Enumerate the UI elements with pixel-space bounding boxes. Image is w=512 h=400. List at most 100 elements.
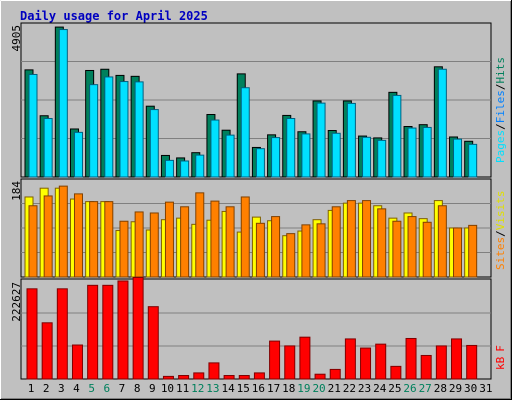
- files-bar-day-5: [89, 84, 99, 178]
- svg-text:kBF: kB F: [494, 345, 507, 370]
- files-bar-day-2: [43, 118, 53, 178]
- day-label-10: 10: [161, 382, 174, 395]
- sites-bar-day-28: [437, 205, 447, 278]
- sites-bar-day-23: [362, 200, 372, 278]
- files-bar-day-6: [104, 76, 114, 178]
- kb-f-bar-day-30: [466, 344, 478, 380]
- day-label-29: 29: [449, 382, 462, 395]
- chart-title: Daily usage for April 2025: [20, 9, 208, 23]
- kb-f-bar-day-21: [329, 368, 341, 380]
- sites-bar-day-3: [58, 185, 68, 278]
- legend-sites: Sites: [494, 237, 507, 270]
- day-label-15: 15: [237, 382, 250, 395]
- files-bar-day-15: [240, 87, 250, 178]
- kb-f-bar-day-4: [71, 344, 83, 380]
- day-label-30: 30: [464, 382, 477, 395]
- legend-f: F: [494, 345, 507, 352]
- files-bar-day-20: [316, 102, 326, 178]
- sites-bar-day-12: [195, 192, 205, 278]
- legend-hits: Hits: [494, 57, 507, 84]
- kb-f-bar-day-22: [344, 338, 356, 380]
- hits-legend: Pages/Files/Hits: [494, 57, 507, 163]
- sites-bar-day-16: [255, 222, 265, 278]
- kb-f-bar-day-9: [147, 306, 159, 380]
- day-label-28: 28: [434, 382, 447, 395]
- sites-bar-day-25: [392, 220, 402, 278]
- kb-f-bar-day-28: [435, 345, 447, 380]
- files-bar-day-16: [255, 148, 265, 178]
- visits-legend: Sites/Visits: [494, 191, 507, 271]
- day-label-23: 23: [358, 382, 371, 395]
- day-label-1: 1: [28, 382, 35, 395]
- files-bar-day-8: [134, 81, 144, 178]
- sites-bar-day-8: [134, 211, 144, 278]
- kb-f-bar-day-16: [253, 372, 265, 380]
- day-label-13: 13: [206, 382, 219, 395]
- kb-f-bar-day-11: [178, 375, 190, 380]
- sites-bar-day-2: [43, 195, 53, 278]
- files-bar-day-4: [73, 131, 83, 178]
- kb-f-bar-day-19: [299, 336, 311, 380]
- day-label-21: 21: [328, 382, 341, 395]
- day-label-27: 27: [419, 382, 432, 395]
- day-label-25: 25: [388, 382, 401, 395]
- kb-f-bar-day-10: [162, 375, 174, 380]
- day-label-17: 17: [267, 382, 280, 395]
- kb-f-bar-day-5: [87, 284, 99, 380]
- kb-f-bar-day-6: [102, 284, 114, 380]
- kb-f-bar-day-17: [269, 340, 281, 380]
- files-bar-day-21: [331, 132, 341, 178]
- files-bar-day-26: [407, 127, 417, 178]
- files-bar-day-13: [210, 119, 220, 178]
- kb-f-bar-day-3: [56, 288, 68, 380]
- bars: [24, 26, 478, 380]
- day-label-26: 26: [403, 382, 416, 395]
- sites-bar-day-13: [210, 200, 220, 278]
- files-bar-day-25: [392, 94, 402, 178]
- sites-bar-day-22: [346, 200, 356, 278]
- day-label-2: 2: [43, 382, 50, 395]
- kb-f-bar-day-12: [193, 372, 205, 380]
- sites-bar-day-7: [119, 220, 129, 278]
- kb-f-bar-day-23: [360, 347, 372, 380]
- files-bar-day-22: [346, 102, 356, 178]
- files-bar-day-9: [149, 109, 159, 178]
- files-bar-day-11: [180, 160, 190, 178]
- legend-kb: kB: [494, 356, 507, 370]
- files-bar-day-27: [422, 126, 432, 178]
- sites-bar-day-5: [89, 201, 99, 278]
- legend-visits: Visits: [494, 191, 507, 231]
- kb-f-bar-day-13: [208, 362, 220, 380]
- kb-f-bar-day-2: [41, 322, 53, 380]
- day-label-18: 18: [282, 382, 295, 395]
- day-label-11: 11: [176, 382, 189, 395]
- kb-f-bar-day-26: [405, 337, 417, 380]
- sites-bar-day-15: [240, 196, 250, 278]
- sites-bar-day-20: [316, 223, 326, 278]
- day-label-5: 5: [88, 382, 95, 395]
- sites-bar-day-26: [407, 216, 417, 278]
- sites-bar-day-21: [331, 206, 341, 278]
- day-label-12: 12: [191, 382, 204, 395]
- sites-bar-day-11: [180, 206, 190, 278]
- sites-bar-day-24: [377, 208, 387, 278]
- kb-f-bar-day-25: [390, 365, 402, 380]
- legend-sep-1: /: [494, 123, 507, 130]
- sites-bar-day-19: [301, 224, 311, 278]
- day-label-31: 31: [479, 382, 492, 395]
- files-bar-day-10: [164, 159, 174, 178]
- files-bar-day-17: [271, 137, 281, 178]
- day-label-6: 6: [103, 382, 110, 395]
- legend-sep-2: /: [494, 84, 507, 91]
- sites-bar-day-1: [28, 205, 38, 278]
- sites-bar-day-14: [225, 206, 235, 278]
- day-label-20: 20: [312, 382, 325, 395]
- kb-f-bar-day-24: [375, 343, 387, 380]
- kb-f-bar-day-7: [117, 280, 129, 380]
- files-bar-day-18: [286, 118, 296, 178]
- files-bar-day-24: [377, 139, 387, 178]
- svg-text:Pages/Files/Hits: Pages/Files/Hits: [494, 57, 507, 163]
- legend-files: Files: [494, 90, 507, 123]
- kbytes-legend: kB F: [494, 345, 507, 370]
